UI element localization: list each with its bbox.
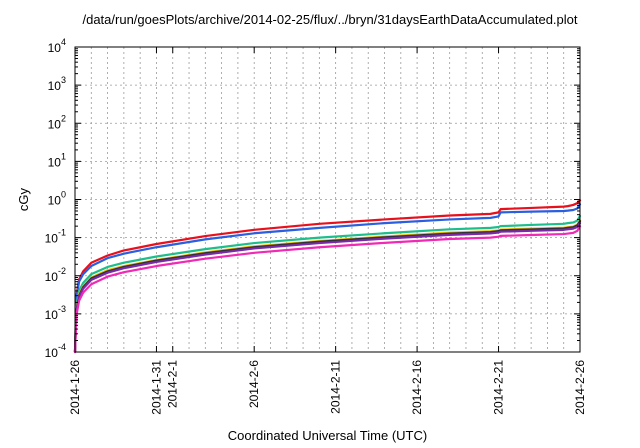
y-tick-exponent: -4 (58, 342, 66, 352)
y-tick-label: 103 (48, 75, 66, 93)
x-tick-label: 2014-2-21 (492, 360, 506, 415)
y-tick-label: 101 (48, 151, 66, 169)
series-line-5 (73, 220, 582, 354)
x-tick-label: 2014-1-26 (68, 360, 82, 415)
x-axis-label: Coordinated Universal Time (UTC) (228, 428, 427, 443)
chart-title: /data/run/goesPlots/archive/2014-02-25/f… (82, 12, 577, 27)
series-line-6 (73, 222, 582, 354)
grid (75, 47, 580, 352)
y-tick-exponent: 2 (61, 113, 66, 123)
x-tick-label: 2014-2-26 (573, 360, 587, 415)
y-tick-label: 104 (48, 37, 66, 55)
y-axis-label: cGy (16, 187, 31, 211)
ticks (74, 46, 581, 353)
y-tick-exponent: -3 (58, 304, 66, 314)
y-tick-label: 10-3 (45, 304, 66, 322)
series-group (73, 199, 582, 354)
y-tick-label: 100 (48, 190, 66, 208)
y-tick-exponent: 4 (61, 37, 66, 47)
x-tick-labels: 2014-1-26 2014-1-31 2014-2-1 2014-2-6 2014-2… (68, 360, 587, 415)
series-line-3 (73, 214, 582, 354)
series-line-1 (73, 199, 582, 354)
y-tick-exponent: -1 (58, 228, 66, 238)
series-line-7 (73, 225, 582, 354)
y-tick-exponent: 3 (61, 75, 66, 85)
y-tick-label: 10-2 (45, 266, 66, 284)
x-tick-label: 2014-2-1 (166, 360, 180, 408)
series-line-2 (73, 203, 582, 354)
y-tick-label: 102 (48, 113, 66, 131)
y-tick-exponent: -2 (58, 266, 66, 276)
x-tick-label: 2014-2-6 (247, 360, 261, 408)
y-tick-label: 10-4 (45, 342, 66, 360)
y-tick-label: 10-1 (45, 228, 66, 246)
x-tick-label: 2014-2-16 (410, 360, 424, 415)
x-tick-label: 2014-2-11 (329, 360, 343, 414)
y-tick-exponent: 0 (61, 190, 66, 200)
x-tick-label: 2014-1-31 (149, 360, 163, 415)
y-tick-exponent: 1 (61, 151, 66, 161)
